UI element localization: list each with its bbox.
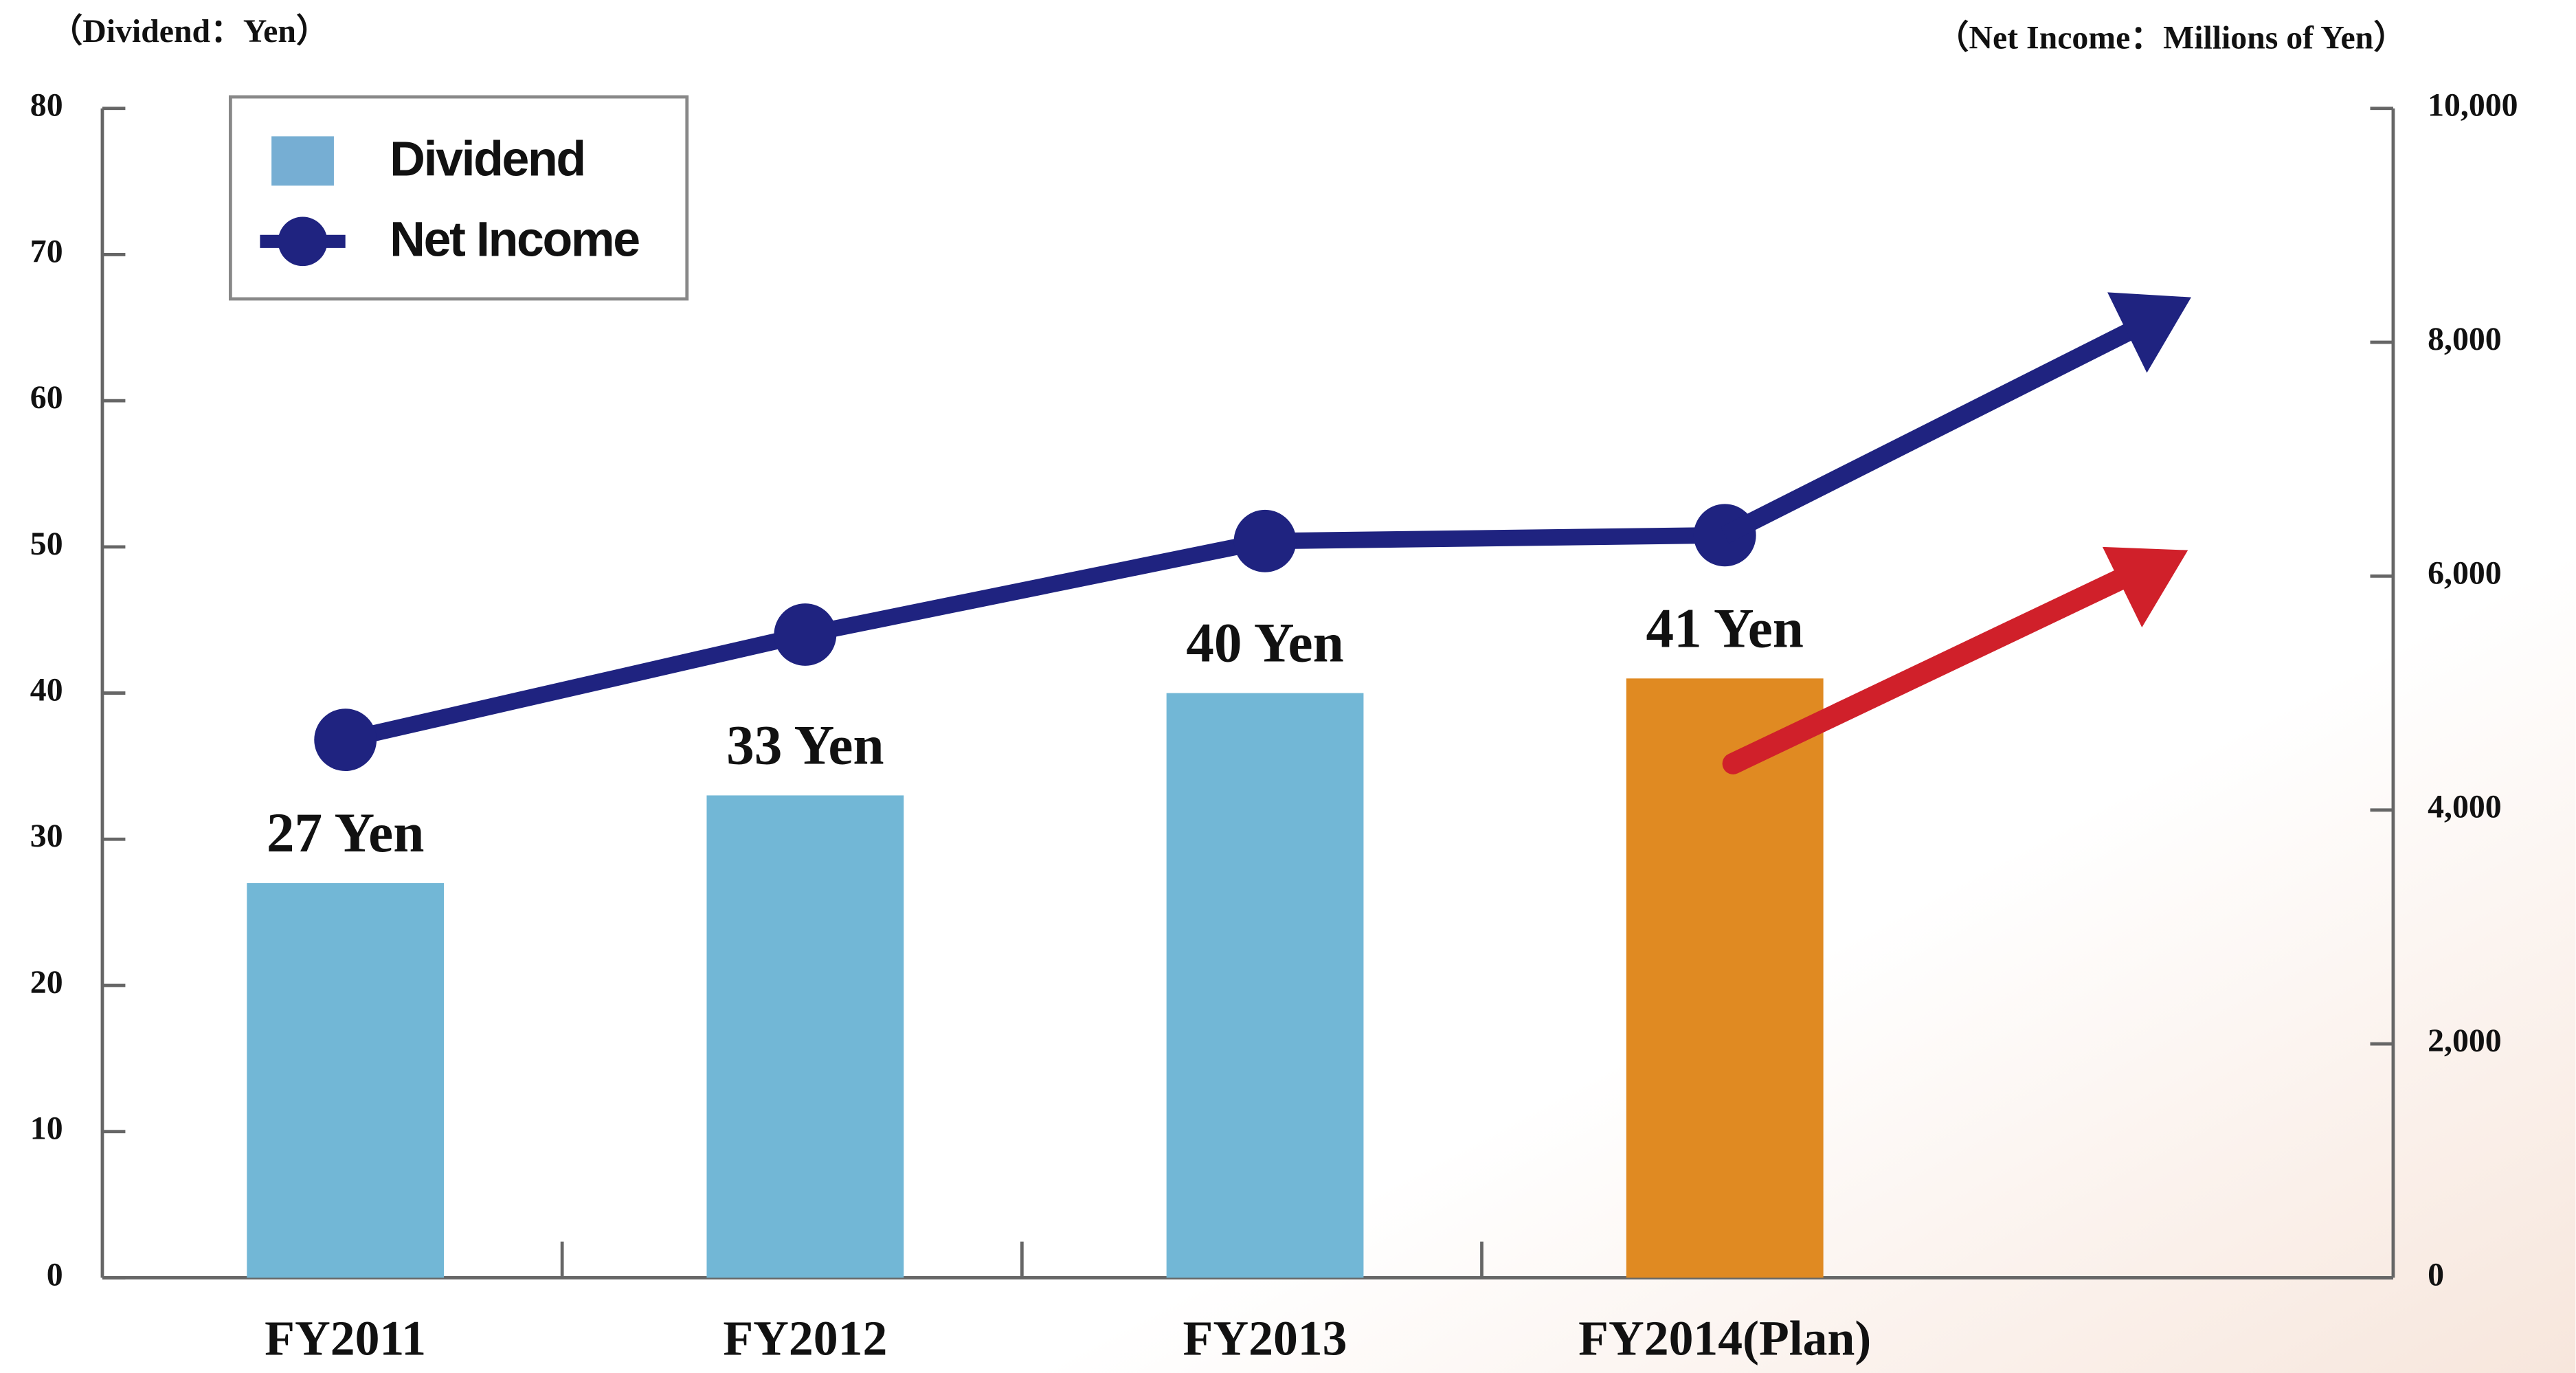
y2-tick-label: 10,000 — [2428, 87, 2518, 124]
y2-tick-label: 6,000 — [2428, 555, 2502, 591]
y2-tick-label: 4,000 — [2428, 789, 2502, 825]
legend-label: Dividend — [390, 132, 585, 187]
line-marker — [774, 603, 837, 666]
y2-tick-label: 2,000 — [2428, 1023, 2502, 1059]
y-tick-label: 30 — [30, 818, 63, 854]
y-tick-label: 50 — [30, 526, 63, 562]
legend: Dividend Net Income — [228, 95, 689, 301]
y-axis-label: （Dividend：Yen） — [49, 13, 328, 49]
line-marker — [314, 708, 377, 772]
y-tick-label: 70 — [30, 233, 63, 269]
y2-tick-label: 8,000 — [2428, 321, 2502, 357]
y2-axis-label: （Net Income：Millions of Yen） — [1936, 20, 2406, 56]
bar — [1166, 693, 1364, 1278]
value-label: 40 Yen — [1186, 612, 1343, 674]
legend-label: Net Income — [390, 212, 639, 267]
value-label: 41 Yen — [1646, 597, 1803, 659]
line — [344, 526, 1725, 748]
legend-swatch — [278, 216, 328, 267]
legend-box — [228, 95, 689, 301]
y-tick-label: 40 — [30, 672, 63, 708]
trend-arrow — [1721, 320, 2140, 544]
value-label: 33 Yen — [726, 715, 884, 777]
y-tick-label: 80 — [30, 87, 63, 124]
y-tick-label: 20 — [30, 964, 63, 1001]
x-tick-label: FY2011 — [265, 1310, 426, 1365]
y-tick-label: 0 — [47, 1256, 63, 1293]
x-tick-label: FY2013 — [1183, 1310, 1347, 1365]
plan-arrow — [1722, 557, 2155, 774]
trend-arrowhead — [2107, 292, 2191, 373]
y2-tick-label: 0 — [2428, 1256, 2444, 1293]
x-tick-label: FY2014(Plan) — [1578, 1310, 1871, 1365]
bar — [706, 795, 904, 1278]
line-marker — [1233, 509, 1297, 572]
plan-arrowhead — [2102, 546, 2188, 627]
y-tick-label: 60 — [30, 379, 63, 416]
y-tick-label: 10 — [30, 1110, 63, 1147]
bar — [1626, 678, 1824, 1278]
legend-swatch — [271, 136, 334, 186]
x-tick-label: FY2012 — [723, 1310, 887, 1365]
bar — [247, 883, 445, 1278]
value-label: 27 Yen — [267, 802, 424, 864]
